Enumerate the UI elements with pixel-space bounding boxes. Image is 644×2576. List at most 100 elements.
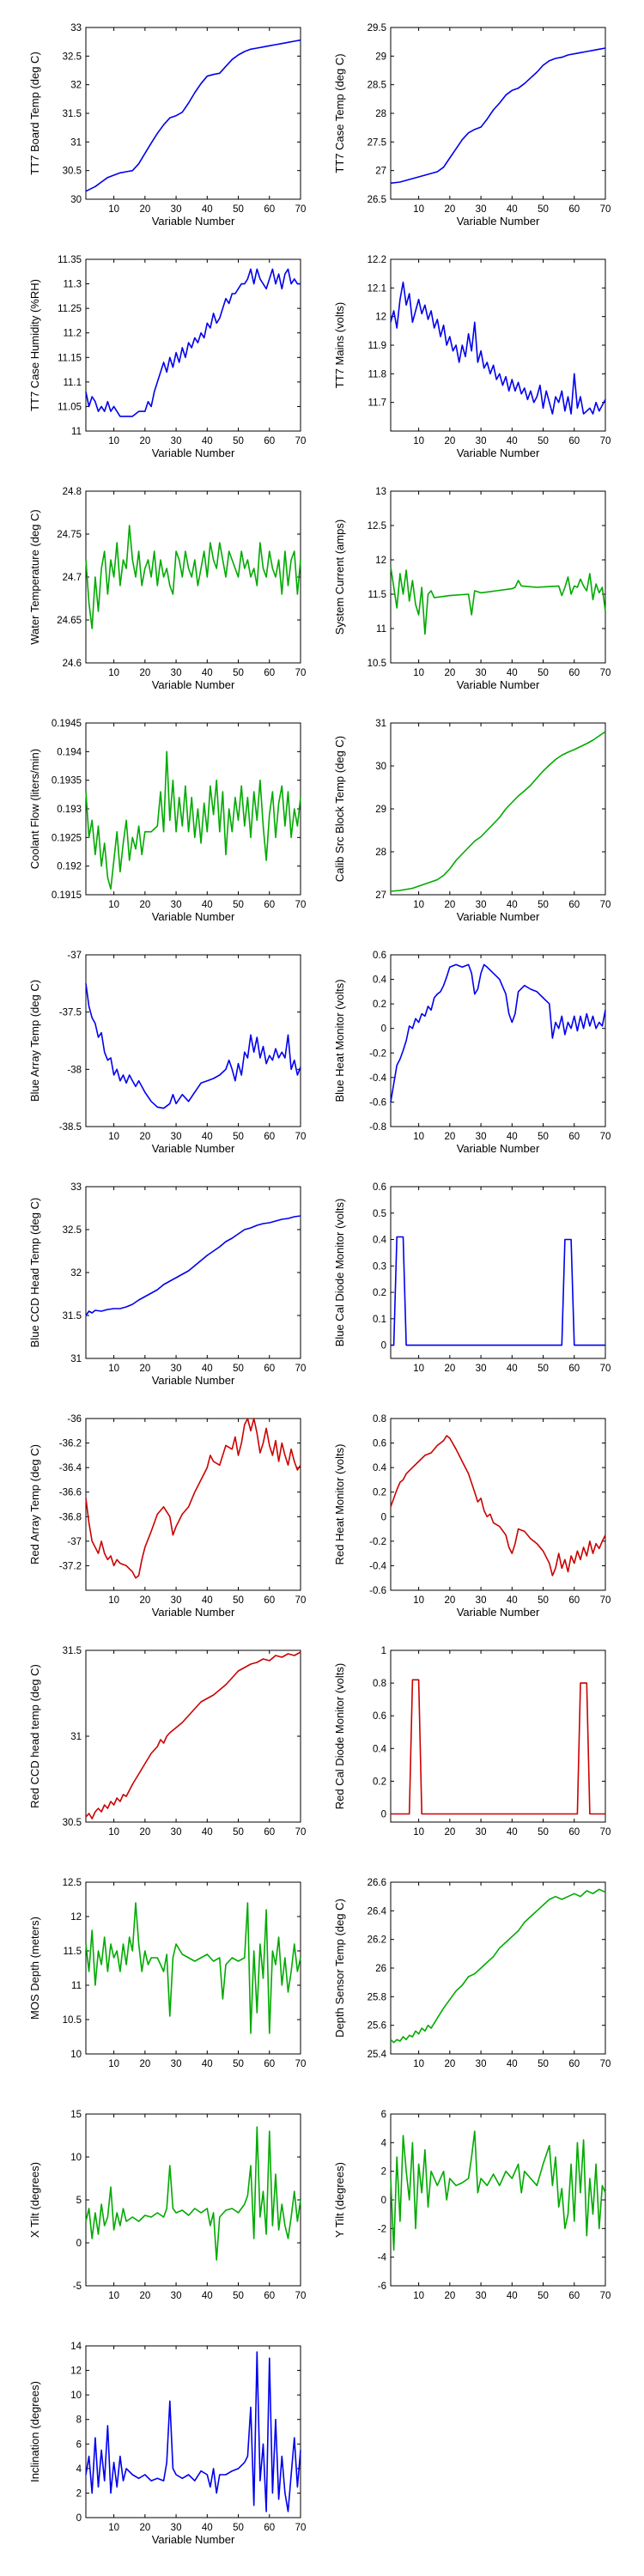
y-tick-label: 0.8 (373, 1414, 386, 1425)
x-tick-label: 50 (233, 1364, 244, 1374)
y-tick-label: 0.194 (57, 747, 82, 757)
x-tick-label: 60 (264, 2291, 275, 2301)
y-tick-label: 0.1 (373, 1315, 386, 1325)
x-tick-label: 30 (171, 1827, 182, 1838)
y-axis-label: Calib Src Block Temp (deg C) (333, 736, 346, 882)
x-tick-label: 10 (108, 436, 119, 447)
x-tick-label: 20 (139, 2291, 150, 2301)
y-tick-label: -0.2 (369, 1048, 386, 1059)
x-tick-label: 70 (295, 1364, 307, 1374)
x-tick-label: 60 (568, 1364, 580, 1374)
y-tick-label: 28 (375, 848, 386, 858)
x-tick-label: 30 (476, 2059, 487, 2069)
plot-area-frame (85, 2113, 301, 2287)
y-tick-label: 0.4 (373, 975, 387, 986)
x-tick-label: 60 (264, 1132, 275, 1142)
y-tick-label: -37.2 (59, 1561, 82, 1571)
y-tick-label: 12 (70, 1912, 82, 1923)
series-line (391, 1679, 605, 1815)
y-tick-label: 12.5 (368, 521, 386, 532)
y-tick-label: -36.8 (59, 1512, 82, 1522)
x-tick-label: 70 (295, 2291, 307, 2301)
y-tick-label: 11.8 (368, 369, 386, 380)
y-tick-label: 11.15 (58, 353, 82, 363)
y-tick-label: 0.6 (373, 951, 386, 961)
x-tick-label: 20 (444, 204, 455, 215)
y-tick-label: 14 (70, 2342, 82, 2352)
y-tick-label: -37 (67, 1537, 82, 1547)
x-tick-label: 20 (444, 1364, 455, 1374)
y-axis-label: Coolant Flow (liters/min) (28, 749, 41, 869)
x-tick-label: 10 (108, 668, 119, 678)
x-tick-label: 10 (108, 2059, 119, 2069)
chart-panel: 10 20 30 40 50 60 70 31 31.5 32 32.5 33 Variable Num… (28, 1182, 306, 1387)
plot-area-frame (390, 1418, 606, 1591)
plot-area-frame (390, 1186, 606, 1359)
x-tick-label: 10 (413, 1364, 424, 1374)
x-tick-label: 60 (264, 1827, 275, 1838)
chart-panel: 10 20 30 40 50 60 70 -37.2 -37 -36.8 -36.6 -36.4 -36… (28, 1414, 306, 1619)
x-tick-label: 40 (507, 204, 518, 215)
x-tick-label: 60 (568, 900, 580, 910)
y-tick-label: 11 (71, 1981, 82, 1991)
x-tick-label: 20 (139, 668, 150, 678)
x-tick-label: 70 (600, 1132, 611, 1142)
x-tick-label: 60 (568, 2059, 580, 2069)
series-line (85, 2126, 301, 2261)
y-tick-label: -36.6 (59, 1488, 82, 1498)
x-tick-label: 70 (295, 2059, 307, 2069)
x-tick-label: 30 (171, 2291, 182, 2301)
series-line (390, 1435, 606, 1577)
x-tick-label: 60 (568, 436, 580, 447)
y-tick-label: 12 (70, 2366, 82, 2377)
y-tick-label: 29 (375, 52, 386, 62)
x-tick-label: 20 (139, 1132, 150, 1142)
series-line (390, 47, 606, 185)
plot-area-frame (390, 722, 606, 896)
y-tick-label: -0.8 (369, 1122, 386, 1133)
x-tick-label: 50 (233, 2059, 244, 2069)
x-tick-label: 60 (264, 668, 275, 678)
chart-panel: 10 20 30 40 50 60 70 11.7 11.8 11.9 12 12.1 12.2 Vari… (333, 255, 611, 459)
y-tick-label: 26.6 (368, 1878, 386, 1888)
x-tick-label: 10 (413, 668, 424, 678)
x-tick-label: 40 (202, 1827, 213, 1838)
y-tick-label: 6 (76, 2439, 82, 2450)
x-tick-label: 10 (108, 1827, 119, 1838)
x-tick-label: 20 (444, 1827, 455, 1838)
x-tick-label: 10 (413, 204, 424, 215)
y-axis-label: System Current (amps) (333, 519, 346, 635)
chart-panel: 10 20 30 40 50 60 70 -5 0 5 10 15 X Tilt (degrees) (28, 2110, 306, 2301)
x-tick-label: 40 (507, 900, 518, 910)
y-tick-label: 0 (76, 2513, 82, 2524)
y-tick-label: 0.1925 (52, 833, 82, 843)
y-tick-label: 28 (375, 109, 386, 119)
x-tick-label: 50 (233, 2291, 244, 2301)
y-tick-label: 24.75 (57, 530, 82, 540)
x-tick-label: 30 (476, 1364, 487, 1374)
y-tick-label: 10 (70, 2153, 82, 2163)
x-tick-label: 70 (600, 668, 611, 678)
x-tick-label: 20 (139, 2059, 150, 2069)
x-tick-label: 20 (139, 1827, 150, 1838)
y-tick-label: 27 (375, 890, 386, 901)
series-line (85, 750, 301, 890)
x-axis-label: Variable Number (152, 1142, 235, 1155)
x-tick-label: 30 (171, 204, 182, 215)
y-axis-label: TT7 Mains (volts) (333, 302, 346, 388)
x-axis-label: Variable Number (152, 1374, 235, 1387)
chart-panel: 10 20 30 40 50 60 70 0 0.2 0.4 0.6 0.8 1 Red Cal Diod… (333, 1646, 611, 1838)
x-tick-label: 40 (202, 668, 213, 678)
chart-panel: 10 20 30 40 50 60 70 -6 -4 -2 0 2 4 6 Y Tilt (degrees) (333, 2110, 611, 2301)
y-tick-label: 0 (381, 1512, 386, 1522)
x-tick-label: 20 (139, 204, 150, 215)
x-tick-label: 70 (600, 204, 611, 215)
plot-area-frame (390, 1881, 606, 2055)
y-tick-label: 12.1 (368, 283, 386, 294)
y-tick-label: 25.6 (368, 2021, 386, 2032)
y-tick-label: 11.05 (58, 402, 82, 412)
x-tick-label: 50 (538, 668, 549, 678)
y-tick-label: -36 (67, 1414, 82, 1425)
y-tick-label: 29 (375, 805, 386, 815)
